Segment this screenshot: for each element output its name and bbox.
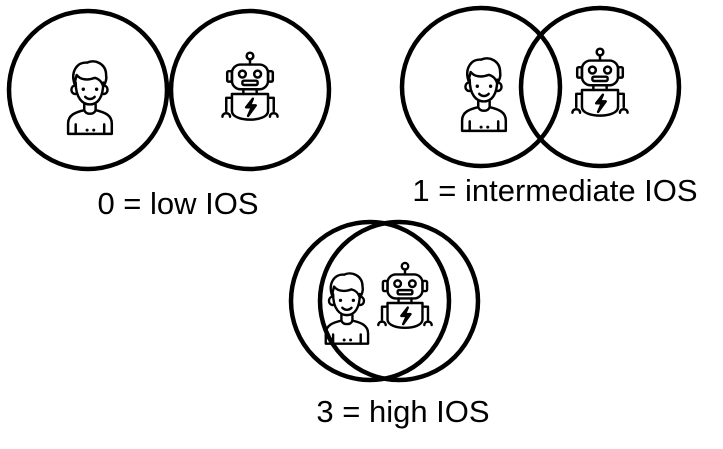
- human-circle: [288, 219, 452, 383]
- human-circle: [6, 8, 170, 172]
- human-circle: [399, 5, 563, 169]
- ai-circle: [168, 8, 332, 172]
- robot-icon: [221, 51, 279, 121]
- robot-icon: [571, 47, 629, 117]
- level-label: 3 = high IOS: [316, 394, 489, 429]
- level-label: 0 = low IOS: [97, 186, 258, 221]
- level-high: 3 = high IOS: [288, 219, 490, 429]
- person-icon: [460, 57, 508, 133]
- level-intermediate: 1 = intermediate IOS: [399, 5, 698, 208]
- level-label: 1 = intermediate IOS: [412, 173, 697, 208]
- ai-circle: [317, 219, 481, 383]
- ai-circle: [518, 5, 682, 169]
- level-low: 0 = low IOS: [6, 8, 332, 221]
- person-icon: [324, 272, 370, 345]
- person-icon: [66, 60, 114, 136]
- robot-icon: [377, 261, 433, 330]
